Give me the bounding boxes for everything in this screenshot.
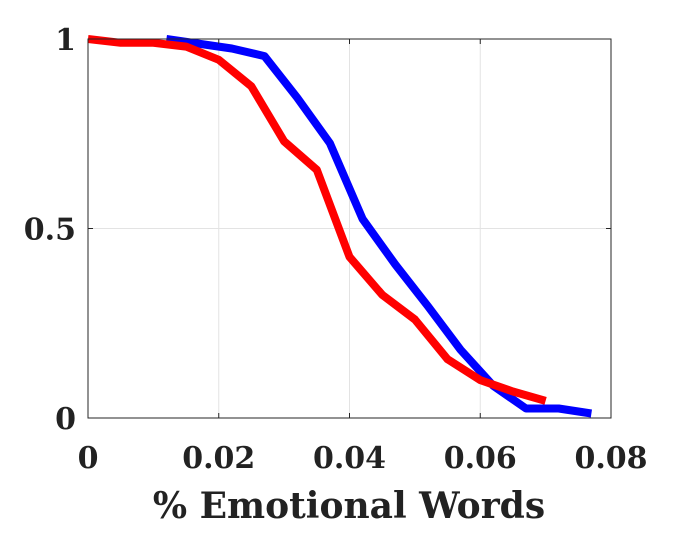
series-line-1 — [165, 35, 593, 418]
series-lines — [87, 35, 593, 418]
y-tick-label: 0.5 — [24, 213, 76, 248]
y-tick-label: 0 — [55, 402, 76, 437]
x-tick-label: 0.08 — [574, 441, 647, 476]
series-line-2 — [87, 35, 547, 405]
x-tick-label: 0 — [78, 441, 99, 476]
x-tick-label: 0.04 — [313, 441, 386, 476]
x-axis-title: % Emotional Words — [153, 485, 545, 527]
axes — [87, 38, 612, 419]
x-tick-label: 0.06 — [444, 441, 517, 476]
tick-labels: 0 0.02 0.04 0.06 0.08 0 0.5 1 — [24, 23, 648, 476]
x-tick-label: 0.02 — [182, 441, 255, 476]
y-tick-label: 1 — [55, 23, 76, 58]
grid-lines — [88, 39, 611, 418]
